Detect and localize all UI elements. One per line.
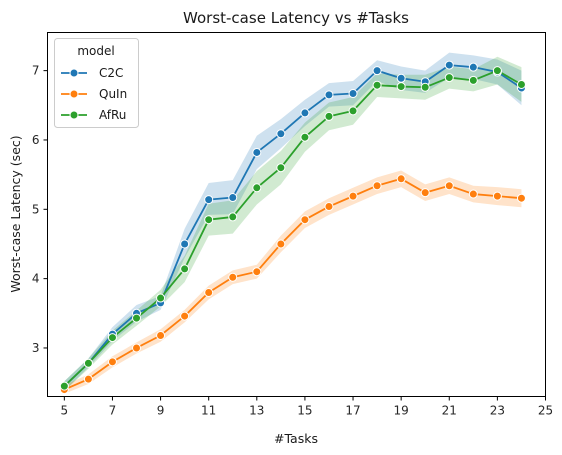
x-tick-label: 7 xyxy=(109,404,117,418)
afru-data-point xyxy=(253,184,261,192)
quin-data-point xyxy=(421,189,429,197)
x-tick-label: 21 xyxy=(442,404,457,418)
quin-legend-marker xyxy=(70,90,78,98)
quin-data-point xyxy=(133,344,141,352)
afru-data-point xyxy=(301,133,309,141)
quin-series-line xyxy=(64,179,521,390)
afru-data-point xyxy=(84,359,92,367)
afru-data-point xyxy=(373,81,381,89)
quin-data-point xyxy=(229,273,237,281)
x-axis-label: #Tasks xyxy=(274,431,318,446)
c2c-data-point xyxy=(301,109,309,117)
quin-data-point xyxy=(349,192,357,200)
x-tick-label: 5 xyxy=(61,404,69,418)
x-tick-label: 11 xyxy=(201,404,216,418)
y-axis-ticks: 3 4 5 6 7 xyxy=(32,64,48,355)
afru-data-point xyxy=(229,213,237,221)
y-tick-label: 4 xyxy=(32,272,40,286)
c2c-data-point xyxy=(205,196,213,204)
chart-title: Worst-case Latency vs #Tasks xyxy=(183,9,409,27)
quin-data-point xyxy=(301,216,309,224)
c2c-data-point xyxy=(253,148,261,156)
c2c-legend-marker xyxy=(70,69,78,77)
afru-data-point xyxy=(397,83,405,91)
afru-data-point xyxy=(277,164,285,172)
quin-data-point xyxy=(373,182,381,190)
afru-data-point xyxy=(517,81,525,89)
c2c-data-point xyxy=(325,91,333,99)
x-tick-label: 15 xyxy=(297,404,312,418)
afru-data-point xyxy=(205,216,213,224)
afru-legend-marker xyxy=(70,111,78,119)
afru-data-point xyxy=(181,265,189,273)
afru-legend-label: AfRu xyxy=(99,108,126,122)
x-tick-label: 25 xyxy=(538,404,553,418)
x-axis-ticks: 5 7 9 11 13 15 17 19 21 23 25 xyxy=(61,397,554,418)
quin-data-point xyxy=(277,240,285,248)
afru-data-point xyxy=(133,314,141,322)
quin-data-point xyxy=(157,331,165,339)
y-tick-label: 3 xyxy=(32,341,40,355)
x-tick-label: 9 xyxy=(157,404,165,418)
c2c-data-point xyxy=(349,90,357,98)
c2c-data-point xyxy=(229,194,237,202)
quin-data-point xyxy=(397,175,405,183)
x-tick-label: 19 xyxy=(394,404,409,418)
afru-data-point xyxy=(493,67,501,75)
c2c-data-point xyxy=(181,240,189,248)
afru-data-point xyxy=(325,112,333,120)
y-tick-label: 6 xyxy=(32,133,40,147)
afru-data-point xyxy=(157,294,165,302)
c2c-data-point xyxy=(469,63,477,71)
afru-data-point xyxy=(421,83,429,91)
quin-data-point xyxy=(181,312,189,320)
x-tick-label: 13 xyxy=(249,404,264,418)
quin-confidence-band xyxy=(64,170,521,393)
legend-title: model xyxy=(77,44,114,58)
afru-data-point xyxy=(60,382,68,390)
afru-data-point xyxy=(469,76,477,84)
quin-data-point xyxy=(253,268,261,276)
quin-data-point xyxy=(469,190,477,198)
c2c-data-point xyxy=(397,74,405,82)
quin-data-point xyxy=(493,192,501,200)
legend: model C2C QuIn AfRu xyxy=(55,39,139,128)
c2c-data-point xyxy=(445,61,453,69)
quin-legend-label: QuIn xyxy=(99,87,127,101)
c2c-legend-label: C2C xyxy=(99,66,123,80)
quin-data-point xyxy=(325,203,333,211)
y-tick-label: 5 xyxy=(32,202,40,216)
afru-data-point xyxy=(349,107,357,115)
x-tick-label: 23 xyxy=(490,404,505,418)
c2c-data-point xyxy=(373,67,381,75)
y-tick-label: 7 xyxy=(32,64,40,78)
y-axis-label: Worst-case Latency (sec) xyxy=(8,135,23,292)
quin-data-point xyxy=(517,194,525,202)
quin-data-point xyxy=(108,358,116,366)
x-tick-label: 17 xyxy=(345,404,360,418)
quin-data-point xyxy=(445,182,453,190)
afru-data-point xyxy=(108,334,116,342)
c2c-data-point xyxy=(277,130,285,138)
quin-data-point xyxy=(205,289,213,297)
quin-data-point xyxy=(84,375,92,383)
afru-data-point xyxy=(445,74,453,82)
